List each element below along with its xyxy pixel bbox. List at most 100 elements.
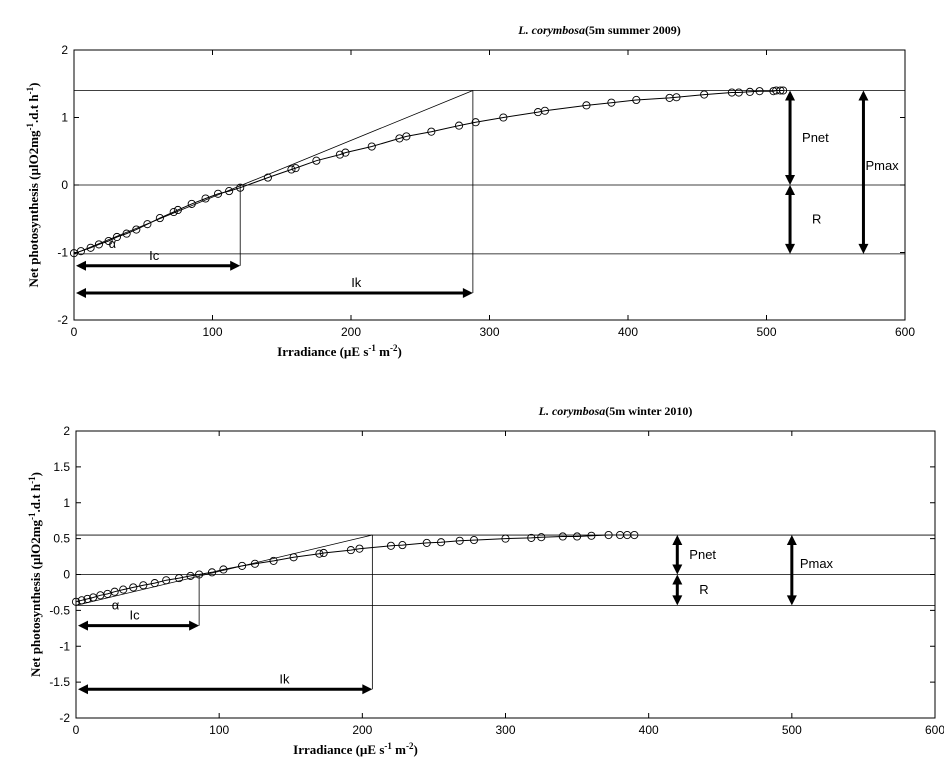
pmax-arrow-tail: [858, 90, 869, 101]
data-point: [672, 93, 681, 102]
data-point: [150, 579, 159, 588]
x-axis-label: Irradiance (µE s-1 m-2): [293, 741, 418, 757]
x-tick-label: 500: [756, 325, 776, 339]
x-tick-label: 200: [352, 723, 372, 737]
data-point: [175, 574, 184, 583]
y-axis-label-part: -1: [27, 476, 37, 484]
y-tick-label: 0: [63, 568, 70, 582]
x-tick-label: 400: [618, 325, 638, 339]
data-point: [187, 199, 196, 208]
x-tick-label: 0: [71, 325, 78, 339]
pmax-arrow: [786, 535, 797, 606]
x-tick-label: 0: [73, 723, 80, 737]
pnet-label: Pnet: [689, 547, 716, 562]
x-axis-label-part: ): [398, 344, 402, 359]
x-axis-label-part: -1: [368, 343, 376, 353]
r-label: R: [812, 211, 821, 226]
data-point: [219, 565, 228, 574]
data-point: [173, 205, 182, 215]
x-axis-label: Irradiance (µE s-1 m-2): [277, 343, 402, 359]
pi-curve-line: [75, 534, 635, 603]
data-point: [250, 559, 260, 568]
data-point: [437, 538, 446, 547]
data-point: [630, 530, 639, 540]
data-point: [132, 225, 141, 234]
y-tick-label: 0.5: [53, 532, 70, 546]
pnet-arrow-tail: [785, 90, 796, 101]
y-axis-label-part: ): [26, 83, 41, 87]
data-point: [632, 95, 641, 104]
x-tick-label: 100: [209, 723, 229, 737]
x-tick-label: 500: [782, 723, 802, 737]
data-point: [207, 568, 217, 577]
x-tick-label: 100: [202, 325, 222, 339]
data-point: [236, 183, 245, 192]
data-point: [367, 142, 376, 151]
x-axis-label-part: m: [392, 742, 406, 757]
ik-arrow-head: [362, 684, 373, 695]
data-point: [346, 546, 355, 555]
data-point: [162, 576, 171, 585]
y-axis-label-part: Net photosynthesis (µlO2mg: [26, 130, 41, 287]
data-point: [335, 150, 344, 159]
alpha-slope-line: [73, 90, 474, 255]
x-tick-label: 600: [925, 723, 944, 737]
y-axis-label-part: ): [28, 472, 43, 476]
data-point: [319, 548, 328, 558]
data-point: [607, 98, 616, 107]
ic-arrow-head: [189, 620, 200, 631]
chart-title-detail: (5m summer 2009): [585, 23, 681, 37]
data-point: [77, 596, 86, 605]
pmax-label: Pmax: [865, 158, 899, 173]
data-point: [527, 533, 536, 542]
r-arrow-tail: [672, 574, 683, 585]
r-arrow: [785, 185, 796, 254]
data-point: [71, 597, 81, 606]
data-point: [110, 587, 119, 596]
x-axis-label-part: Irradiance (µE s: [277, 344, 368, 359]
alpha-slope-line: [75, 534, 373, 606]
ic-arrow: [78, 620, 200, 631]
y-axis-label-part: .d.t h: [26, 94, 41, 123]
data-point: [454, 121, 464, 130]
chart-title-species: L. corymbosa: [517, 23, 585, 37]
x-tick-label: 200: [341, 325, 361, 339]
x-axis-label-part: m: [376, 344, 390, 359]
y-axis-label: Net photosynthesis (µlO2mg-1.d.t h-1): [27, 472, 43, 677]
data-point: [402, 132, 411, 141]
data-point: [263, 173, 272, 182]
y-tick-label: -0.5: [49, 603, 70, 617]
ic-arrow-head: [230, 260, 241, 271]
pmax-label: Pmax: [800, 556, 834, 571]
data-point: [291, 164, 300, 173]
x-tick-label: 600: [895, 325, 915, 339]
x-axis-label-part: -2: [390, 343, 398, 353]
data-point: [289, 553, 298, 562]
y-tick-label: 2: [61, 43, 68, 57]
chart-panel-2: L. corymbosa(5m winter 2010) 0 100 200 300 40…: [27, 404, 944, 757]
pnet-arrow: [785, 90, 796, 185]
data-point: [734, 88, 743, 97]
y-tick-label: 1: [61, 111, 68, 125]
x-axis-label-part: -2: [406, 741, 414, 751]
y-tick-label: -1.5: [49, 675, 70, 689]
data-point: [103, 589, 112, 598]
data-point: [700, 90, 709, 99]
data-point: [587, 531, 596, 540]
pnet-arrow: [672, 535, 683, 575]
x-tick-label: 400: [639, 723, 659, 737]
chart-title: L. corymbosa(5m winter 2010): [538, 404, 693, 418]
y-axis-label-part: .d.t h: [28, 483, 43, 512]
ik-arrow: [76, 288, 473, 298]
y-tick-label: -2: [57, 313, 68, 327]
data-point: [355, 544, 364, 553]
data-point: [112, 232, 121, 242]
y-axis-label: Net photosynthesis (µlO2mg-1.d.t h-1): [25, 83, 41, 288]
data-point: [776, 86, 785, 95]
data-point: [76, 247, 85, 256]
ik-arrow-head: [462, 288, 473, 298]
data-point: [427, 127, 436, 136]
data-point: [169, 207, 178, 217]
data-point: [469, 536, 479, 545]
ik-arrow-tail: [78, 684, 88, 695]
